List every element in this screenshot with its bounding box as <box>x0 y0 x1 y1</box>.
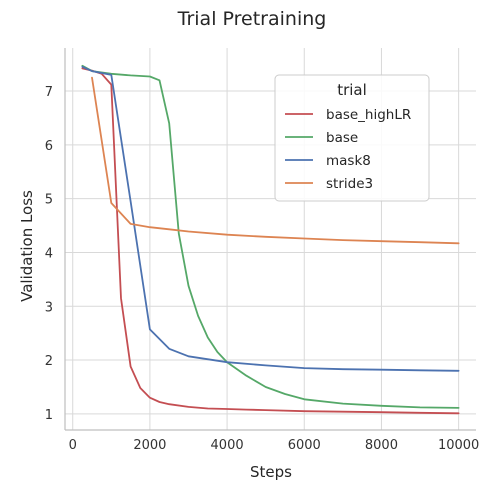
series-line-base <box>81 64 460 409</box>
series-line-mask8 <box>81 65 460 372</box>
y-tick-label: 7 <box>45 85 53 100</box>
y-tick-label: 3 <box>45 300 53 315</box>
x-tick-label: 10000 <box>438 438 479 453</box>
tick-labels: 0 2000 4000 6000 8000 10000 1 2 3 4 5 6 7 <box>45 85 480 453</box>
y-tick-label: 1 <box>45 408 53 423</box>
legend-label: base_highLR <box>326 107 411 123</box>
chart-title: Trial Pretraining <box>177 8 327 30</box>
y-tick-label: 4 <box>45 246 53 261</box>
y-axis-label: Validation Loss <box>18 190 36 302</box>
x-tick-label: 2000 <box>133 438 166 453</box>
legend-box <box>274 74 430 202</box>
x-tick-label: 4000 <box>211 438 244 453</box>
series-lines <box>81 64 460 415</box>
x-tick-label: 8000 <box>365 438 398 453</box>
legend-label: base <box>326 130 358 146</box>
axes <box>64 48 476 431</box>
y-tick-label: 6 <box>45 139 53 154</box>
y-tick-label: 5 <box>45 193 53 208</box>
y-tick-label: 2 <box>45 354 53 369</box>
series-line-base_highLR <box>81 67 460 415</box>
legend-label: mask8 <box>326 153 371 169</box>
x-tick-label: 0 <box>69 438 77 453</box>
legend-title: trial <box>337 81 367 99</box>
series-line-stride3 <box>91 76 460 245</box>
x-axis-label: Steps <box>250 463 292 481</box>
x-tick-label: 6000 <box>288 438 321 453</box>
legend-label: stride3 <box>326 176 373 192</box>
